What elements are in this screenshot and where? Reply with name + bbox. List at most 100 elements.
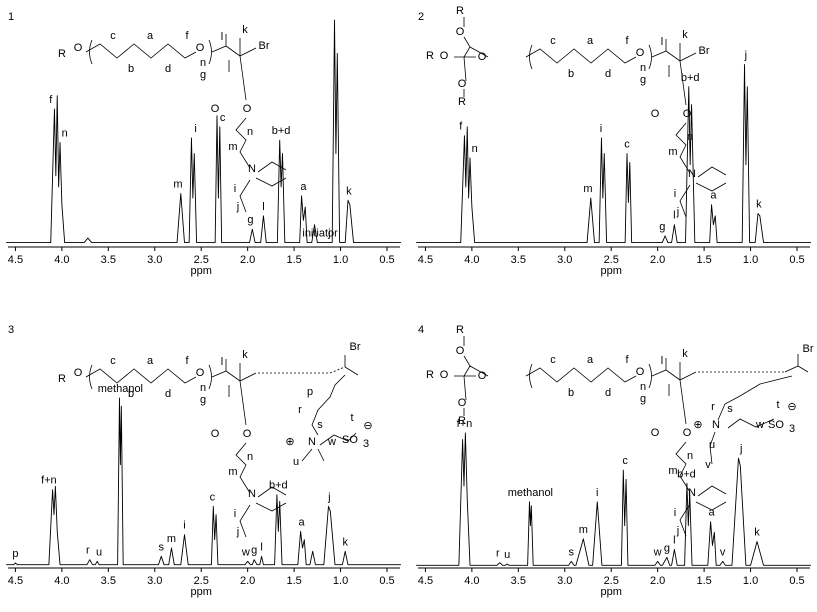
peak-label: c <box>210 491 216 503</box>
structure-label: j <box>236 201 239 213</box>
structure-label: R <box>456 324 464 336</box>
structure-label: O <box>478 370 487 382</box>
x-tick-label: 4.0 <box>464 254 479 266</box>
x-tick-label: 3.0 <box>557 254 572 266</box>
structure-label: N <box>248 488 256 500</box>
structure-label: d <box>165 63 171 75</box>
structure-label: n <box>200 57 206 69</box>
x-tick-label: 3.5 <box>511 254 526 266</box>
x-tick-label: 0.5 <box>789 254 804 266</box>
x-tick-label: 1.0 <box>743 254 758 266</box>
x-axis-label: ppm <box>191 586 212 598</box>
structure-label: n <box>640 62 646 74</box>
structure-label: j <box>676 206 679 218</box>
structure-label: r <box>711 401 715 413</box>
x-tick-label: 2.0 <box>650 254 665 266</box>
x-tick-label: 4.0 <box>54 254 69 266</box>
x-tick-label: 2.5 <box>604 254 619 266</box>
x-tick-label: 4.0 <box>464 575 479 587</box>
structure-label: a <box>587 354 594 366</box>
structure-label: SO <box>768 419 784 431</box>
structure-label: g <box>640 393 646 405</box>
structure-label: n <box>640 381 646 393</box>
structure-label: i <box>674 188 676 200</box>
structure-label: N <box>712 419 720 431</box>
peak-label: j <box>327 491 330 503</box>
structure-label: d <box>605 387 611 399</box>
x-tick-label: 3.5 <box>101 575 116 587</box>
structure-label: 3 <box>789 423 795 435</box>
structure-label: i <box>234 183 236 195</box>
peak-label: l <box>673 534 675 546</box>
structure-label: c <box>110 355 116 367</box>
peak-label: i <box>194 123 196 135</box>
structure-label: O <box>458 397 467 409</box>
structure-label: k <box>242 24 248 36</box>
peak-label: a <box>300 181 307 193</box>
structure-label: N <box>308 436 316 448</box>
x-tick-label: 4.5 <box>8 575 23 587</box>
peak-label: g <box>251 545 257 557</box>
structure-label: s <box>317 419 323 431</box>
x-tick-label: 4.0 <box>54 575 69 587</box>
peak-label: l <box>262 201 264 213</box>
peak-label: f+n <box>41 475 57 487</box>
x-tick-label: 2.5 <box>194 254 209 266</box>
structure-label: u <box>709 439 715 451</box>
structure-label: O <box>458 78 467 90</box>
structure-label: O <box>651 108 660 120</box>
peak-label: m <box>583 183 592 195</box>
x-axis-label: ppm <box>191 265 212 277</box>
structure-label: c <box>550 35 556 47</box>
peak-label: r <box>496 548 500 560</box>
x-tick-label: 4.5 <box>8 254 23 266</box>
peak-label: b+d <box>269 480 288 492</box>
structure-label: R <box>458 415 466 427</box>
spectrum-line <box>416 432 811 566</box>
structure-label: s <box>727 403 733 415</box>
peak-label: m <box>579 524 588 536</box>
x-tick-label: 2.0 <box>650 575 665 587</box>
peak-label: j <box>739 443 742 455</box>
structure-label: O <box>196 367 205 379</box>
x-axis-label: ppm <box>601 265 622 277</box>
peak-label: r <box>86 545 90 557</box>
x-tick-label: 2.0 <box>240 254 255 266</box>
structure-label: l <box>221 31 223 43</box>
structure-label: O <box>196 42 205 54</box>
peak-label: s <box>159 541 165 553</box>
structure-label: f <box>185 30 189 42</box>
structure-label: O <box>211 103 220 115</box>
structure-label: m <box>668 465 677 477</box>
panel-label: 1 <box>8 11 14 23</box>
structure-label: R <box>58 373 66 385</box>
peak-label: g <box>664 542 670 554</box>
peak-label: k <box>754 527 760 539</box>
peak-label: m <box>173 179 182 191</box>
structure-label: k <box>242 349 248 361</box>
x-tick-label: 3.5 <box>511 575 526 587</box>
x-tick-label: 3.5 <box>101 254 116 266</box>
structure-label: a <box>147 355 154 367</box>
structure-label: k <box>682 29 688 41</box>
peak-label: g <box>247 214 253 226</box>
peak-label: v <box>720 546 726 558</box>
structure-label: g <box>640 74 646 86</box>
peak-label: n <box>472 143 478 155</box>
peak-label: s <box>569 546 575 558</box>
structure-label: j <box>676 525 679 537</box>
structure-label: b <box>128 63 134 75</box>
structure-label: O <box>478 51 487 63</box>
spectrum-line <box>6 397 401 566</box>
peak-label: w <box>653 546 662 558</box>
structure-label: w <box>327 436 336 448</box>
structure-label: l <box>661 355 663 367</box>
structure-label: b <box>568 387 574 399</box>
peak-label: b+d <box>681 72 700 84</box>
x-axis-label: ppm <box>601 586 622 598</box>
peak-label: c <box>622 455 628 467</box>
peak-label: a <box>298 516 305 528</box>
x-tick-label: 1.5 <box>286 254 301 266</box>
